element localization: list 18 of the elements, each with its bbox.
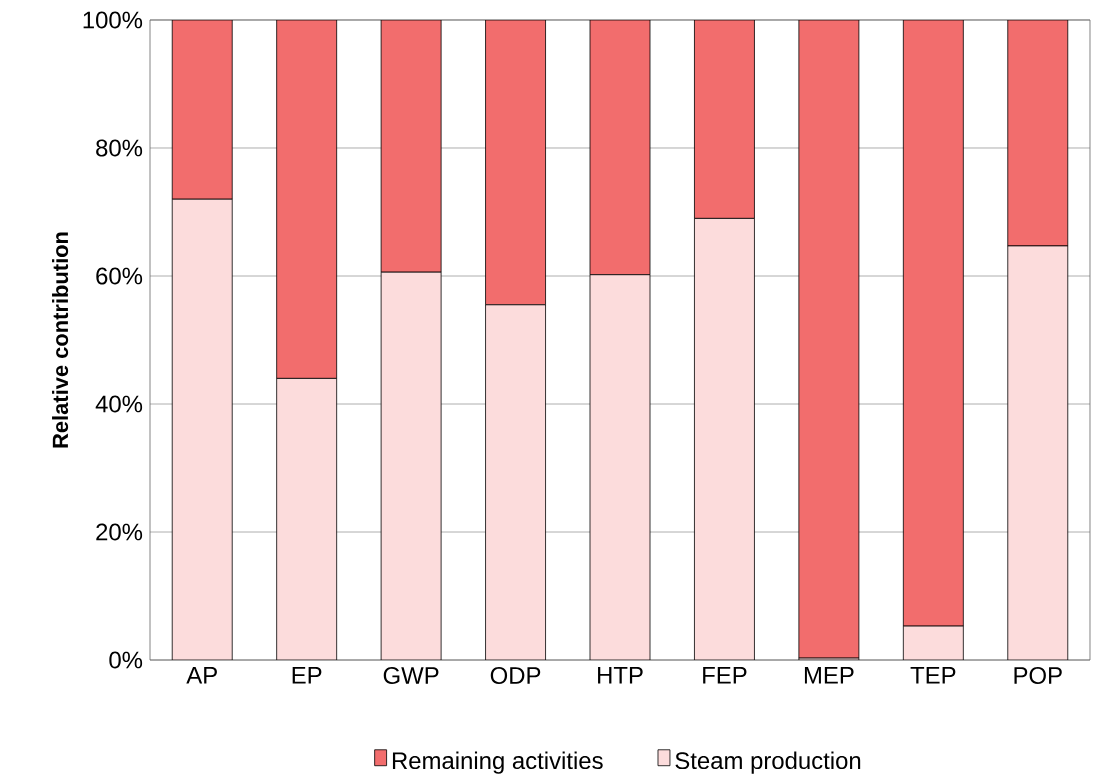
y-axis-title: Relative contribution <box>52 232 69 448</box>
x-tick-label: POP <box>1014 667 1062 684</box>
x-tick-label: MEP <box>804 667 854 684</box>
x-tick-label: EP <box>292 667 322 684</box>
y-tick-label: 100% <box>83 11 143 29</box>
legend-label: Remaining activities <box>392 751 603 774</box>
x-tick-label: AP <box>186 667 217 684</box>
x-tick-label: GWP <box>383 667 439 684</box>
legend-label: Steam production <box>675 751 861 774</box>
x-tick-label: TEP <box>910 667 956 684</box>
y-tick-label: 40% <box>95 395 143 413</box>
y-tick-label: 0% <box>109 651 143 669</box>
x-tick-label: FEP <box>703 667 747 684</box>
y-tick-label: 60% <box>96 267 143 285</box>
x-tick-label: ODP <box>490 667 541 684</box>
y-tick-label: 20% <box>96 523 143 541</box>
y-tick-label: 80% <box>96 139 143 157</box>
x-tick-label: HTP <box>598 667 643 684</box>
